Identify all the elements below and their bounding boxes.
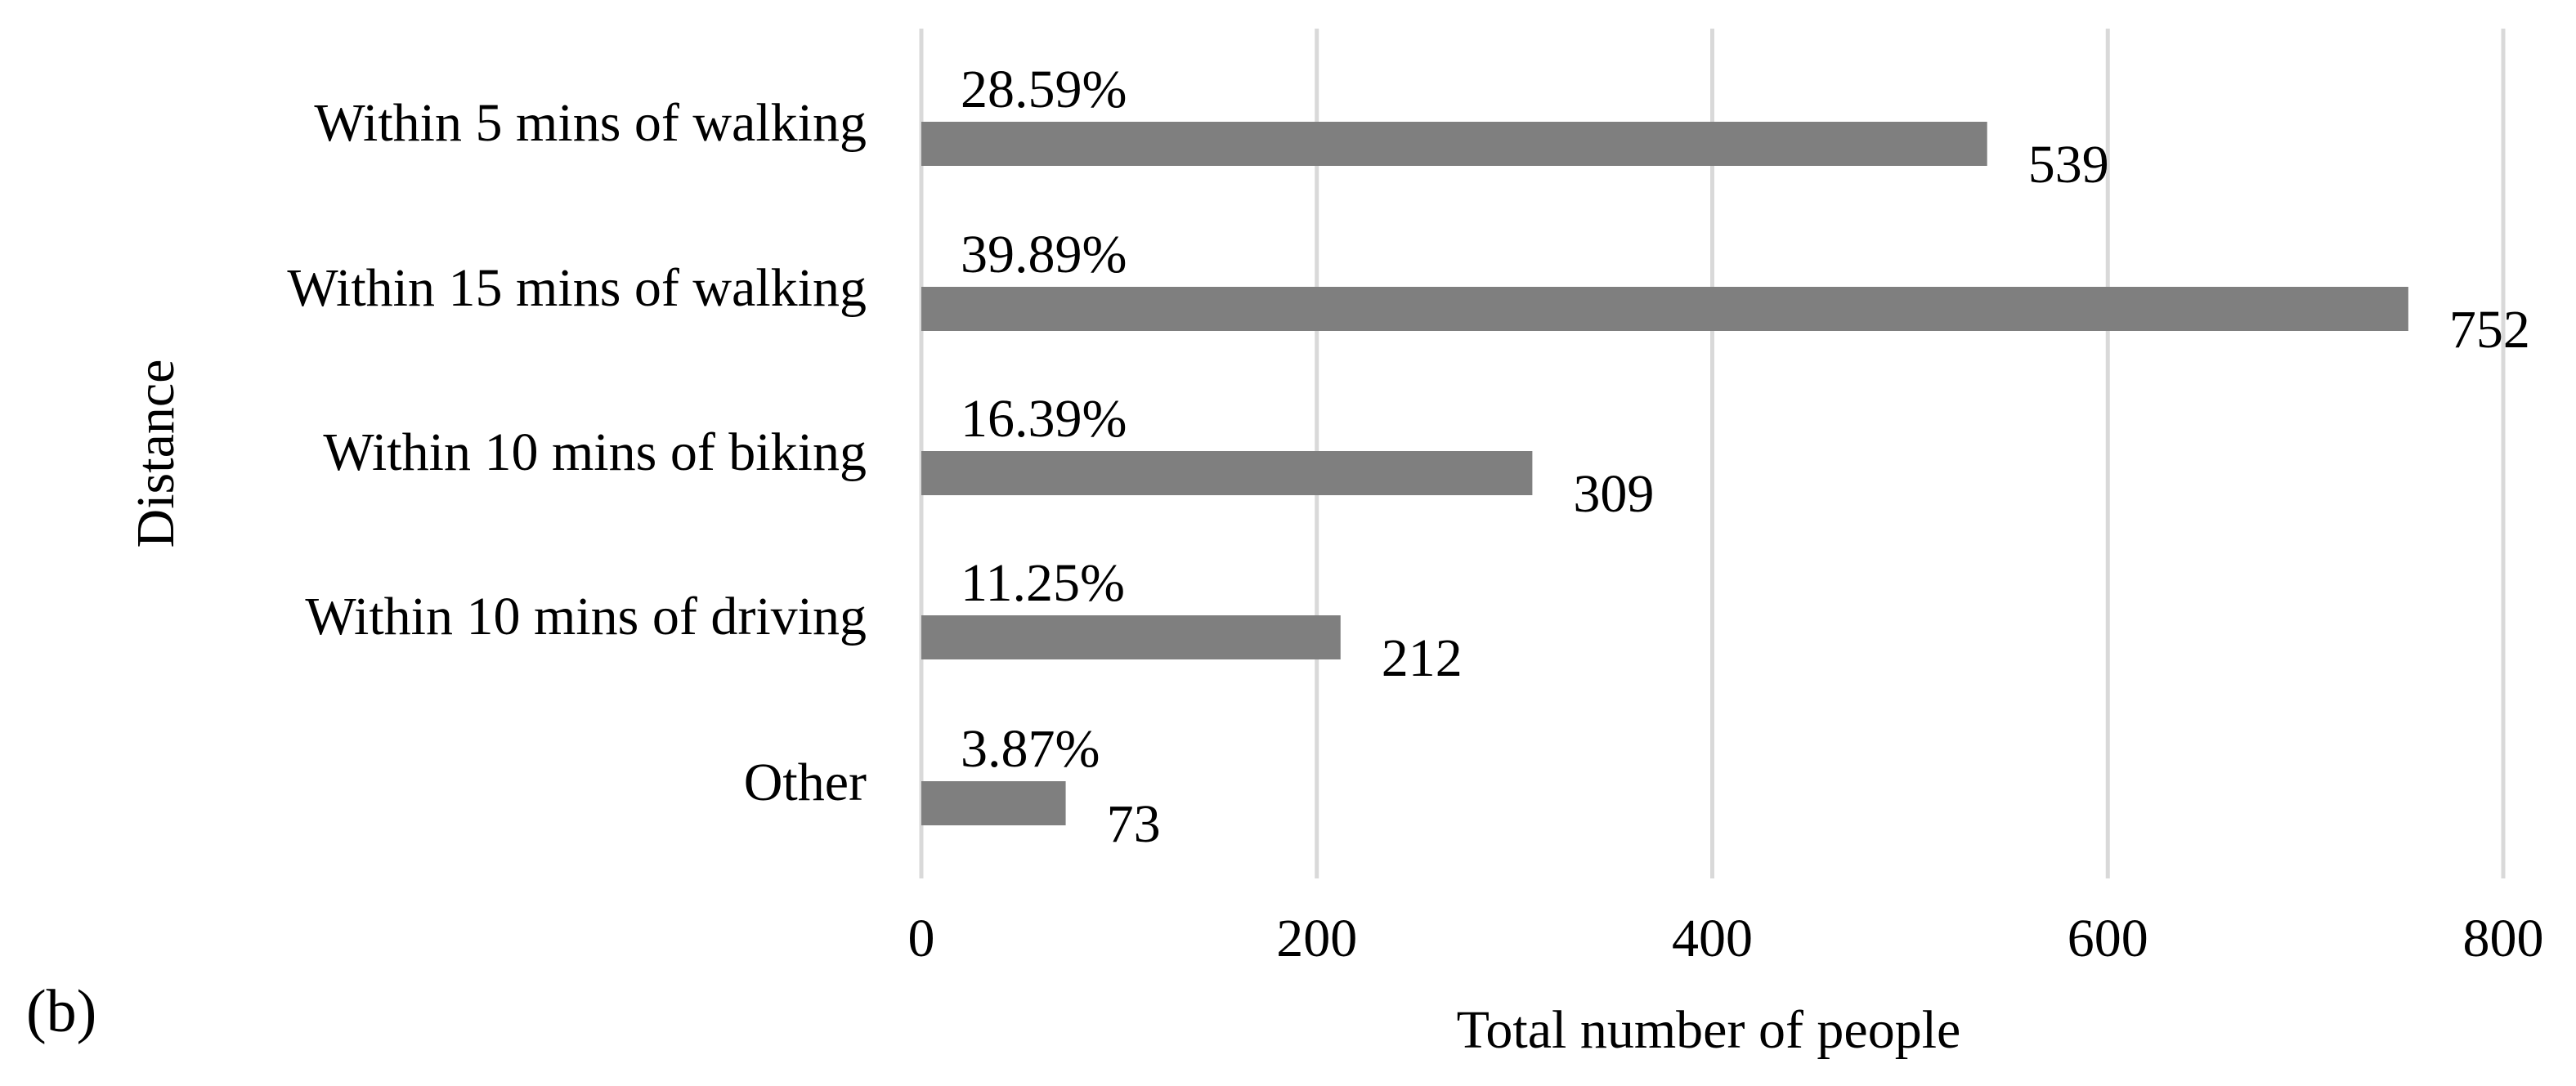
percent-label: 11.25% xyxy=(961,553,1125,613)
value-label: 539 xyxy=(2028,135,2109,194)
x-tick-label: 600 xyxy=(2068,909,2148,968)
x-tick-label: 400 xyxy=(1672,909,1753,968)
bar xyxy=(921,122,1987,166)
bar xyxy=(921,781,1066,825)
data-labels: 28.59% 539 39.89% 752 16.39% 309 11.25% 212 3.87… xyxy=(961,60,2530,854)
bar xyxy=(921,451,1533,495)
x-axis-title: Total number of people xyxy=(1457,1000,1961,1060)
percent-label: 3.87% xyxy=(961,719,1100,779)
bar xyxy=(921,615,1341,659)
value-label: 73 xyxy=(1107,794,1161,854)
x-tick-label: 200 xyxy=(1276,909,1357,968)
x-tick-labels: 0 200 400 600 800 xyxy=(908,909,2544,968)
grid-lines xyxy=(919,29,2506,878)
x-tick-label: 0 xyxy=(908,909,935,968)
value-label: 212 xyxy=(1382,628,1463,688)
category-label: Within 10 mins of driving xyxy=(305,587,867,646)
value-label: 309 xyxy=(1573,464,1654,524)
bar xyxy=(921,287,2408,331)
category-label: Other xyxy=(744,753,867,812)
percent-label: 28.59% xyxy=(961,60,1127,119)
category-label: Within 10 mins of biking xyxy=(323,422,867,482)
value-label: 752 xyxy=(2449,300,2530,360)
category-label: Within 5 mins of walking xyxy=(314,93,867,153)
y-axis-title: Distance xyxy=(126,360,186,548)
percent-label: 39.89% xyxy=(961,225,1127,284)
bars xyxy=(921,122,2408,825)
category-labels: Within 5 mins of walking Within 15 mins o… xyxy=(287,93,867,812)
category-label: Within 15 mins of walking xyxy=(287,258,867,318)
panel-label: (b) xyxy=(26,978,96,1045)
percent-label: 16.39% xyxy=(961,389,1127,449)
x-tick-label: 800 xyxy=(2463,909,2544,968)
